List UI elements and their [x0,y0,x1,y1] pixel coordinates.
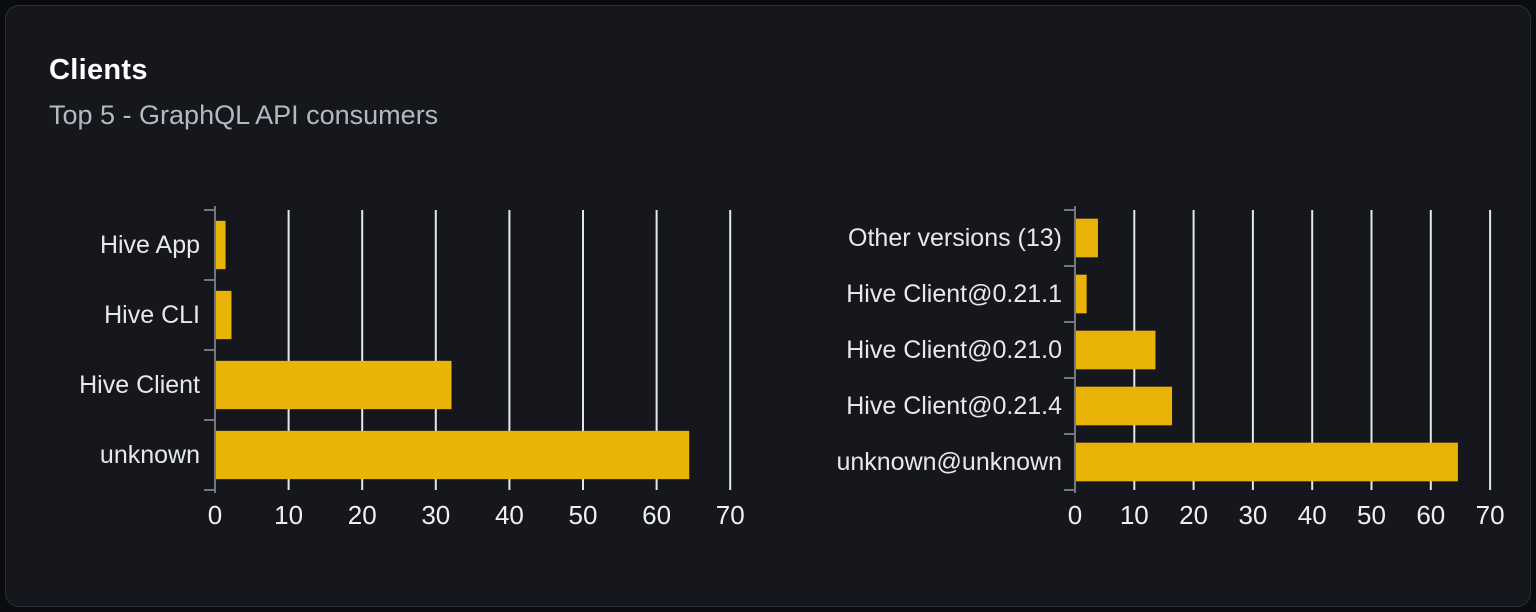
card-title: Clients [49,54,148,86]
x-tick-label: 30 [1238,500,1267,530]
x-tick-label: 10 [274,500,303,530]
bar-hive-cli[interactable] [216,290,232,340]
category-label: unknown [100,441,200,469]
bar-hive-client-0-21-0[interactable] [1076,330,1156,370]
category-label: unknown@unknown [836,448,1062,476]
x-tick-label: 30 [421,500,450,530]
x-tick-label: 0 [208,500,222,530]
category-label: Hive Client@0.21.0 [846,336,1062,364]
clients-by-version-chart: 0 10 20 30 40 50 60 70 Other versions (13) Hive C… [836,206,1505,530]
clients-by-name-chart: 0 10 20 30 40 50 60 70 Hive App Hive CLI Hive Clie… [79,206,745,530]
x-tick-label: 0 [1068,500,1082,530]
bar-other-versions-13[interactable] [1076,218,1098,258]
x-tick-label: 50 [569,500,598,530]
clients-card: Clients Top 5 - GraphQL API consumers [5,5,1531,607]
category-label: Hive Client@0.21.1 [846,280,1062,308]
category-label: Hive App [100,231,200,259]
category-label: Other versions (13) [848,224,1062,252]
category-label: Hive Client [79,371,200,399]
x-tick-label: 70 [1476,500,1505,530]
x-tick-label: 20 [348,500,377,530]
card-subtitle: Top 5 - GraphQL API consumers [49,100,439,130]
category-label: Hive CLI [104,301,200,329]
x-tick-label: 70 [716,500,745,530]
bar-hive-app[interactable] [216,220,226,270]
x-tick-label: 40 [495,500,524,530]
bar-hive-client[interactable] [216,360,452,410]
bar-unknown[interactable] [216,430,690,480]
bar-hive-client-0-21-4[interactable] [1076,386,1173,426]
x-tick-label: 40 [1298,500,1327,530]
category-label: Hive Client@0.21.4 [846,392,1062,420]
x-tick-label: 10 [1120,500,1149,530]
bar-unknown-unknown[interactable] [1076,442,1458,482]
x-tick-label: 20 [1179,500,1208,530]
x-tick-label: 60 [1416,500,1445,530]
bar-hive-client-0-21-1[interactable] [1076,274,1087,314]
x-tick-label: 60 [642,500,671,530]
x-tick-label: 50 [1357,500,1386,530]
